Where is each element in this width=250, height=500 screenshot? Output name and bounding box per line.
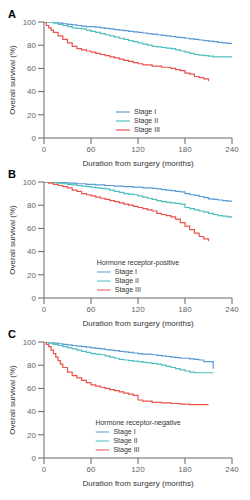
svg-text:60: 60 bbox=[87, 465, 96, 474]
html-text:Stage I: Stage I bbox=[114, 268, 137, 275]
svg-text:100: 100 bbox=[23, 18, 37, 27]
svg-text:0: 0 bbox=[42, 145, 47, 154]
svg-text:180: 180 bbox=[178, 305, 192, 314]
svg-text:20: 20 bbox=[27, 431, 36, 440]
svg-text:20: 20 bbox=[27, 111, 36, 120]
html-text:Stage II: Stage II bbox=[114, 277, 139, 284]
svg-text:120: 120 bbox=[131, 465, 145, 474]
svg-text:240: 240 bbox=[225, 305, 239, 314]
svg-text:0: 0 bbox=[42, 465, 47, 474]
svg-text:0: 0 bbox=[32, 454, 37, 463]
html-text:Stage II: Stage II bbox=[113, 437, 138, 444]
svg-text:120: 120 bbox=[131, 305, 145, 314]
svg-text:80: 80 bbox=[27, 41, 36, 50]
svg-text:0: 0 bbox=[42, 305, 47, 314]
svg-text:60: 60 bbox=[87, 305, 96, 314]
svg-text:0: 0 bbox=[32, 134, 37, 143]
svg-text:100: 100 bbox=[23, 338, 37, 347]
svg-text:60: 60 bbox=[27, 64, 36, 73]
html-text:Stage I: Stage I bbox=[134, 108, 157, 115]
svg-text:180: 180 bbox=[178, 145, 192, 154]
svg-text:Overall survival (%): Overall survival (%) bbox=[8, 205, 17, 275]
svg-text:Duration from surgery (months): Duration from surgery (months) bbox=[82, 479, 193, 488]
svg-text:60: 60 bbox=[87, 145, 96, 154]
html-text:Stage III: Stage III bbox=[114, 286, 141, 293]
svg-text:40: 40 bbox=[27, 407, 36, 416]
svg-text:Overall survival (%): Overall survival (%) bbox=[8, 45, 17, 115]
html-text:Hormone receptor-negative: Hormone receptor-negative bbox=[95, 419, 181, 426]
svg-text:40: 40 bbox=[27, 247, 36, 256]
html-text:A: A bbox=[8, 8, 16, 20]
svg-text:Overall survival (%): Overall survival (%) bbox=[8, 365, 17, 435]
html-text:C: C bbox=[8, 328, 16, 340]
svg-text:80: 80 bbox=[27, 201, 36, 210]
html-text:Stage III: Stage III bbox=[113, 446, 140, 453]
svg-text:0: 0 bbox=[32, 294, 37, 303]
html-text:Stage I: Stage I bbox=[113, 428, 136, 435]
svg-text:40: 40 bbox=[27, 87, 36, 96]
svg-text:60: 60 bbox=[27, 224, 36, 233]
svg-text:120: 120 bbox=[131, 145, 145, 154]
svg-text:Duration from surgery (months): Duration from surgery (months) bbox=[82, 319, 193, 328]
svg-text:80: 80 bbox=[27, 361, 36, 370]
svg-text:240: 240 bbox=[225, 145, 239, 154]
svg-text:240: 240 bbox=[225, 465, 239, 474]
html-text:Stage III: Stage III bbox=[134, 126, 160, 133]
svg-text:60: 60 bbox=[27, 384, 36, 393]
html-text:Stage II: Stage II bbox=[134, 117, 159, 124]
svg-text:20: 20 bbox=[27, 271, 36, 280]
svg-text:100: 100 bbox=[23, 178, 37, 187]
html-text:B: B bbox=[8, 168, 16, 180]
svg-text:Duration from surgery (months): Duration from surgery (months) bbox=[82, 159, 193, 168]
html-text:Hormone receptor-positive: Hormone receptor-positive bbox=[96, 259, 180, 266]
svg-text:180: 180 bbox=[178, 465, 192, 474]
